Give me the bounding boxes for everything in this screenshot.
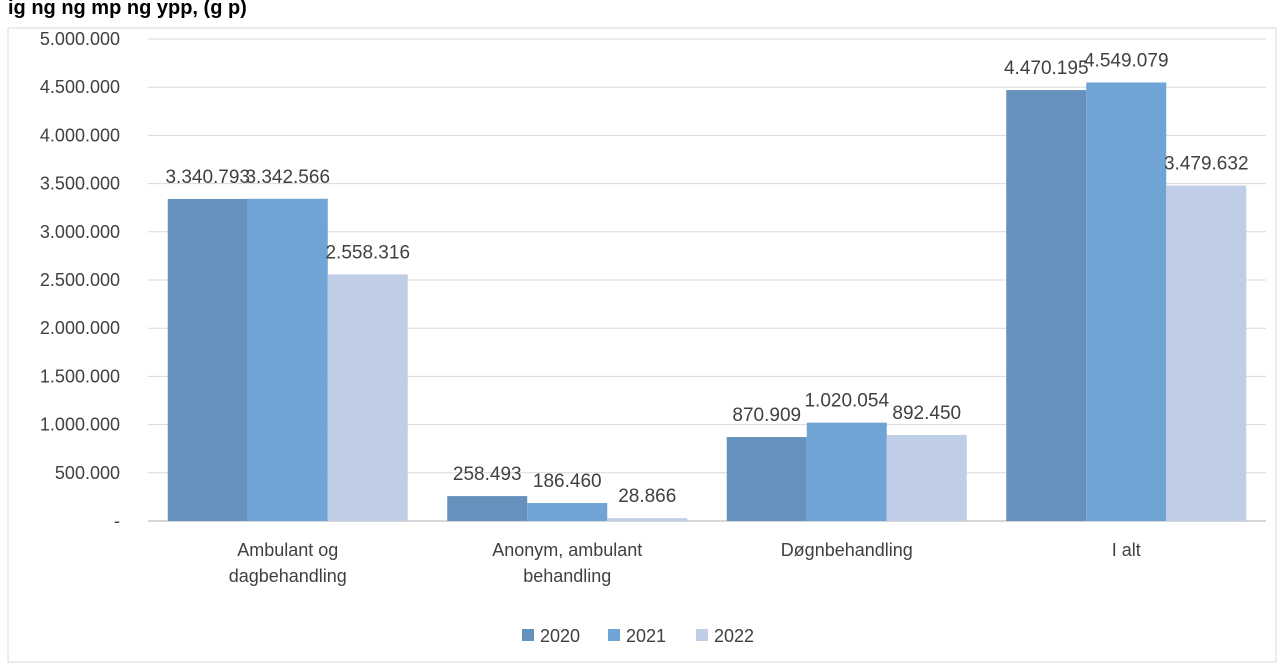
category-label: Anonym, ambulant <box>492 540 642 560</box>
chart-title-fragment: ig ng ng mp ng ypp, (g p) <box>8 0 247 19</box>
y-tick-label: 2.000.000 <box>40 318 120 338</box>
bar <box>607 518 688 521</box>
data-label: 870.909 <box>732 405 801 426</box>
data-label: 3.479.632 <box>1164 154 1249 175</box>
legend-swatch <box>522 629 534 641</box>
data-label: 4.549.079 <box>1084 50 1169 71</box>
y-tick-label: 4.000.000 <box>40 125 120 145</box>
legend-swatch <box>608 629 620 641</box>
category-label: behandling <box>523 566 611 586</box>
data-label: 3.340.793 <box>165 167 250 188</box>
y-tick-label: 2.500.000 <box>40 270 120 290</box>
legend-label: 2021 <box>626 626 666 646</box>
y-axis-ticks: - 500.000 1.000.000 1.500.000 2.000.000 2.500… <box>40 29 120 531</box>
category-label: dagbehandling <box>229 566 347 586</box>
y-tick-label: 3.000.000 <box>40 222 120 242</box>
bar <box>886 434 967 521</box>
bar <box>1086 82 1167 522</box>
category-label: I alt <box>1112 540 1141 560</box>
legend-label: 2022 <box>714 626 754 646</box>
y-tick-label: 1.500.000 <box>40 366 120 386</box>
y-tick-label: 500.000 <box>55 463 120 483</box>
data-label: 892.450 <box>892 403 961 424</box>
bar <box>1006 90 1087 521</box>
y-tick-label: - <box>114 511 120 531</box>
data-label: 258.493 <box>453 464 522 485</box>
data-label: 28.866 <box>618 486 676 507</box>
category-label: Døgnbehandling <box>781 540 913 560</box>
data-label: 1.020.054 <box>804 391 889 412</box>
bars <box>167 82 1247 522</box>
data-label: 186.460 <box>533 471 602 492</box>
y-tick-label: 3.500.000 <box>40 174 120 194</box>
bar <box>527 503 608 521</box>
legend: 2020 2021 2022 <box>522 626 754 646</box>
category-label: Ambulant og <box>237 540 338 560</box>
y-tick-label: 1.000.000 <box>40 415 120 435</box>
bar <box>726 437 807 521</box>
bar <box>327 274 408 521</box>
bar <box>447 496 528 521</box>
data-label: 4.470.195 <box>1004 58 1089 79</box>
legend-swatch <box>696 629 708 641</box>
x-axis-categories: Ambulant og dagbehandling Anonym, ambulant… <box>229 540 1141 586</box>
y-tick-label: 4.500.000 <box>40 77 120 97</box>
bar <box>247 198 328 521</box>
legend-label: 2020 <box>540 626 580 646</box>
data-label: 2.558.316 <box>325 242 410 263</box>
y-tick-label: 5.000.000 <box>40 29 120 49</box>
bar <box>1166 185 1247 521</box>
bar <box>806 422 887 521</box>
bar <box>167 198 248 521</box>
data-label: 3.342.566 <box>245 167 330 188</box>
